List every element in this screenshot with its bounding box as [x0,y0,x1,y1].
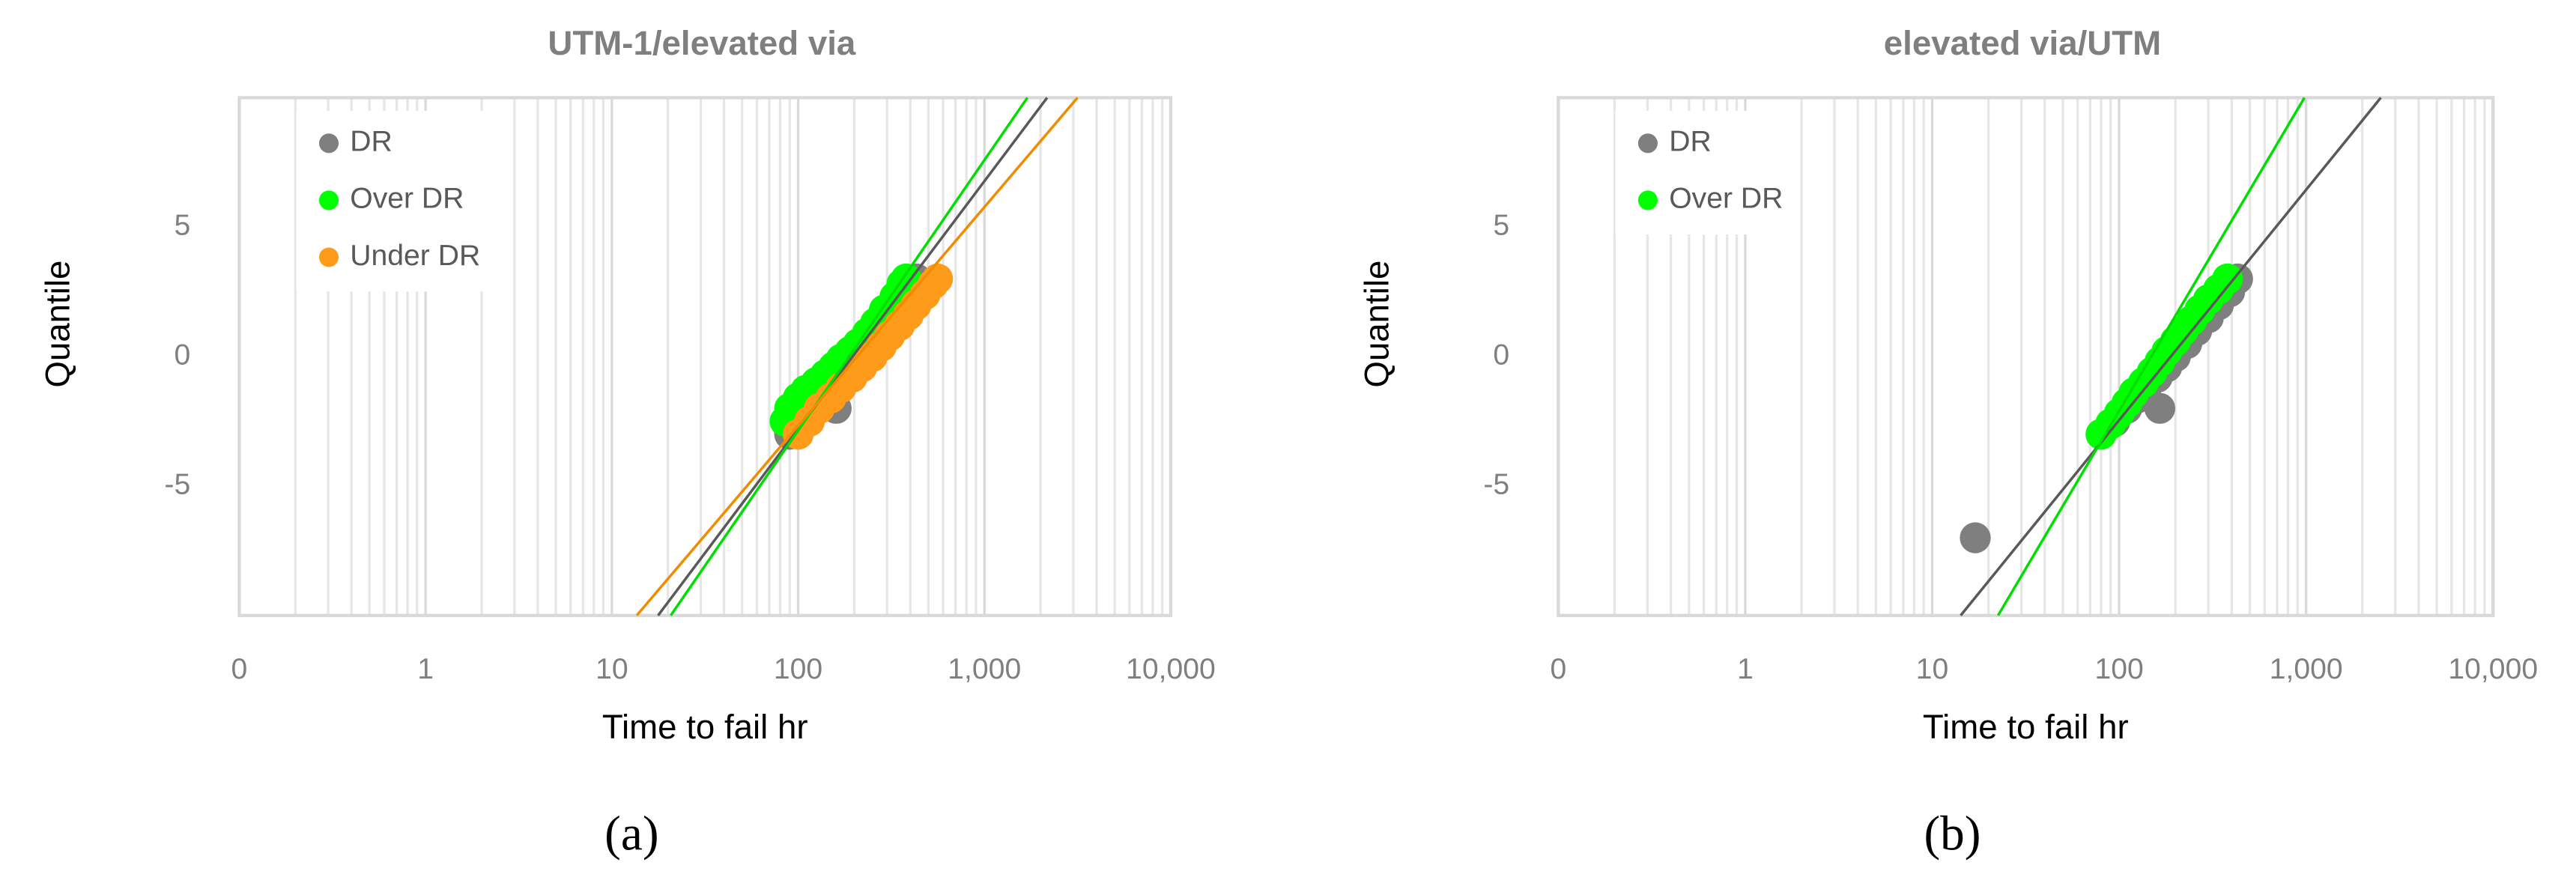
point [2212,263,2243,295]
x-tick-label: 0 [1551,653,1567,685]
fit-line [635,97,1079,616]
legend-box [1615,110,1801,235]
legend-label: Over DR [1669,183,1783,215]
x-axis-label: Time to fail hr [602,708,808,746]
legend-label: DR [1669,126,1712,158]
legend-marker [1637,133,1658,154]
x-tick-label: 0 [231,653,248,685]
chart-title: UTM-1/elevated via [548,24,856,62]
point [2144,392,2176,424]
x-tick-label: 1 [417,653,434,685]
fit-line [1996,97,2306,616]
y-axis-label: Quantile [1357,261,1395,388]
x-tick-label: 1,000 [2270,653,2343,685]
fit-line [670,97,1029,616]
panel-caption: (a) [604,807,658,861]
x-tick-label: 1,000 [948,653,1021,685]
x-axis-label: Time to fail hr [1923,708,2129,746]
legend-marker [318,190,339,210]
x-tick-label: 100 [774,653,822,685]
y-tick-label: 0 [1493,339,1509,371]
x-tick-label: 10 [1916,653,1949,685]
chart-title: elevated via/UTM [1884,24,2161,62]
x-tick-label: 1 [1737,653,1754,685]
y-tick-label: 5 [1493,210,1509,242]
x-tick-label: 10,000 [2448,653,2538,685]
x-tick-label: 100 [2094,653,2143,685]
x-tick-label: 10 [595,653,628,685]
y-tick-label: 0 [174,339,190,371]
y-axis-label: Quantile [38,261,76,388]
fit-line [1960,97,2382,616]
legend-label: DR [350,126,393,158]
panel-caption: (b) [1924,807,1981,861]
legend-label: Under DR [350,240,480,272]
legend-marker [318,247,339,267]
y-tick-label: -5 [164,468,190,500]
point [1960,522,1991,553]
x-tick-label: 10,000 [1126,653,1216,685]
legend-marker [318,133,339,154]
legend-marker [1637,190,1658,210]
y-tick-label: -5 [1483,468,1509,500]
legend-label: Over DR [350,183,464,215]
point [921,263,954,295]
plot-border [1557,96,2495,617]
fit-line [657,97,1049,616]
y-tick-label: 5 [174,210,190,242]
plot-border [237,96,1173,617]
